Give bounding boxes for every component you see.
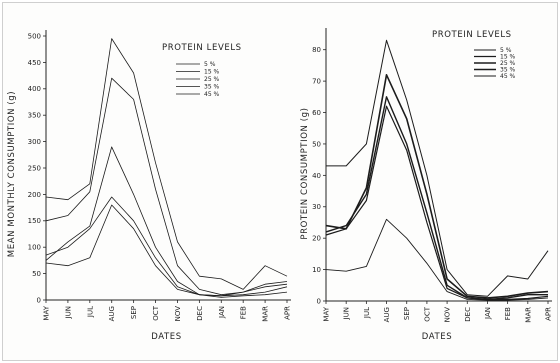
y-tick-label: 200	[28, 191, 41, 199]
series-line-4	[325, 74, 549, 299]
x-tick-label: NOV	[174, 306, 182, 322]
series-line-1	[45, 204, 288, 297]
x-tick-label: MAR	[262, 306, 270, 322]
x-tick-label: SEP	[130, 306, 138, 319]
series-line-4	[45, 77, 288, 296]
legend-entry: 35 %	[204, 84, 220, 91]
x-tick-label: DEC	[196, 306, 204, 321]
series-line-1	[325, 218, 549, 301]
y-tick-label: 10	[312, 266, 321, 274]
x-tick-label: MAY	[43, 305, 51, 320]
x-tick-label: NOV	[444, 307, 452, 323]
series-line-3	[325, 96, 548, 301]
legend-entry: 35 %	[500, 67, 516, 74]
x-tick-label: SEP	[403, 307, 411, 320]
x-tick-label: JAN	[484, 307, 492, 320]
legend-entry: 45 %	[500, 73, 516, 80]
x-tick-label: JUN	[64, 306, 72, 319]
legend-entry: 25 %	[204, 76, 220, 83]
y-tick-label: 30	[312, 203, 321, 211]
x-tick-label: AUG	[383, 307, 391, 322]
legend-entry: 5 %	[204, 61, 216, 68]
y-tick-label: 250	[28, 164, 41, 172]
x-tick-label: DEC	[464, 307, 472, 322]
y-axis-title: PROTEIN CONSUMPTION (g)	[300, 107, 310, 239]
x-tick-label: MAR	[524, 307, 532, 323]
y-tick-label: 50	[32, 270, 41, 278]
x-tick-label: APR	[545, 307, 553, 321]
x-tick-label: MAY	[323, 306, 331, 321]
x-tick-label: OCT	[152, 305, 160, 320]
y-tick-label: 400	[28, 85, 41, 93]
x-tick-label: JUL	[86, 306, 94, 318]
y-tick-label: 70	[312, 78, 321, 86]
y-tick-label: 0	[317, 297, 321, 305]
x-tick-label: APR	[284, 306, 292, 320]
legend-entry: 45 %	[204, 91, 220, 98]
y-tick-label: 450	[28, 59, 41, 67]
legend-entry: 5 %	[500, 47, 512, 54]
x-tick-label: FEB	[240, 306, 248, 319]
y-tick-label: 300	[28, 138, 41, 146]
legend-entry: 15 %	[500, 54, 516, 61]
y-tick-label: 40	[312, 172, 321, 180]
x-tick-label: JAN	[218, 306, 226, 319]
x-tick-label: JUL	[363, 307, 371, 319]
y-tick-label: 50	[312, 140, 321, 148]
series-line-2	[325, 105, 549, 300]
series-line-3	[45, 146, 288, 297]
x-tick-label: AUG	[108, 306, 116, 321]
chart-panel-2: 0 10 20 30 40 50 60 70 80 MAY JUN JUL AUG SEP OCT NOV DE…	[300, 28, 553, 342]
y-tick-label: 60	[312, 109, 321, 117]
y-axis-title: MEAN MONTHLY CONSUMPTION (g)	[7, 91, 17, 257]
series-line-2	[45, 196, 288, 298]
y-tick-label: 100	[28, 244, 41, 252]
chart-panel-1: 0 50 100 150 200 250 300 350 400 450 500 MAY JUN JUL A…	[7, 30, 292, 342]
series-line-5	[326, 39, 549, 297]
legend-entry: 25 %	[500, 60, 516, 67]
y-tick-label: 20	[312, 235, 321, 243]
y-tick-label: 350	[28, 112, 41, 120]
series-line-5	[45, 38, 288, 290]
legend-title: PROTEIN LEVELS	[432, 30, 512, 40]
x-tick-label: JUN	[343, 307, 351, 320]
x-axis-title: DATES	[422, 332, 453, 342]
x-tick-label: FEB	[504, 307, 512, 320]
x-tick-label: OCT	[423, 306, 431, 321]
x-axis-title: DATES	[151, 332, 182, 342]
legend-entry: 15 %	[204, 69, 220, 76]
y-tick-label: 500	[28, 32, 41, 40]
y-tick-label: 150	[28, 217, 41, 225]
legend-title: PROTEIN LEVELS	[162, 43, 242, 53]
y-tick-label: 80	[312, 46, 321, 54]
y-tick-label: 0	[37, 296, 41, 304]
